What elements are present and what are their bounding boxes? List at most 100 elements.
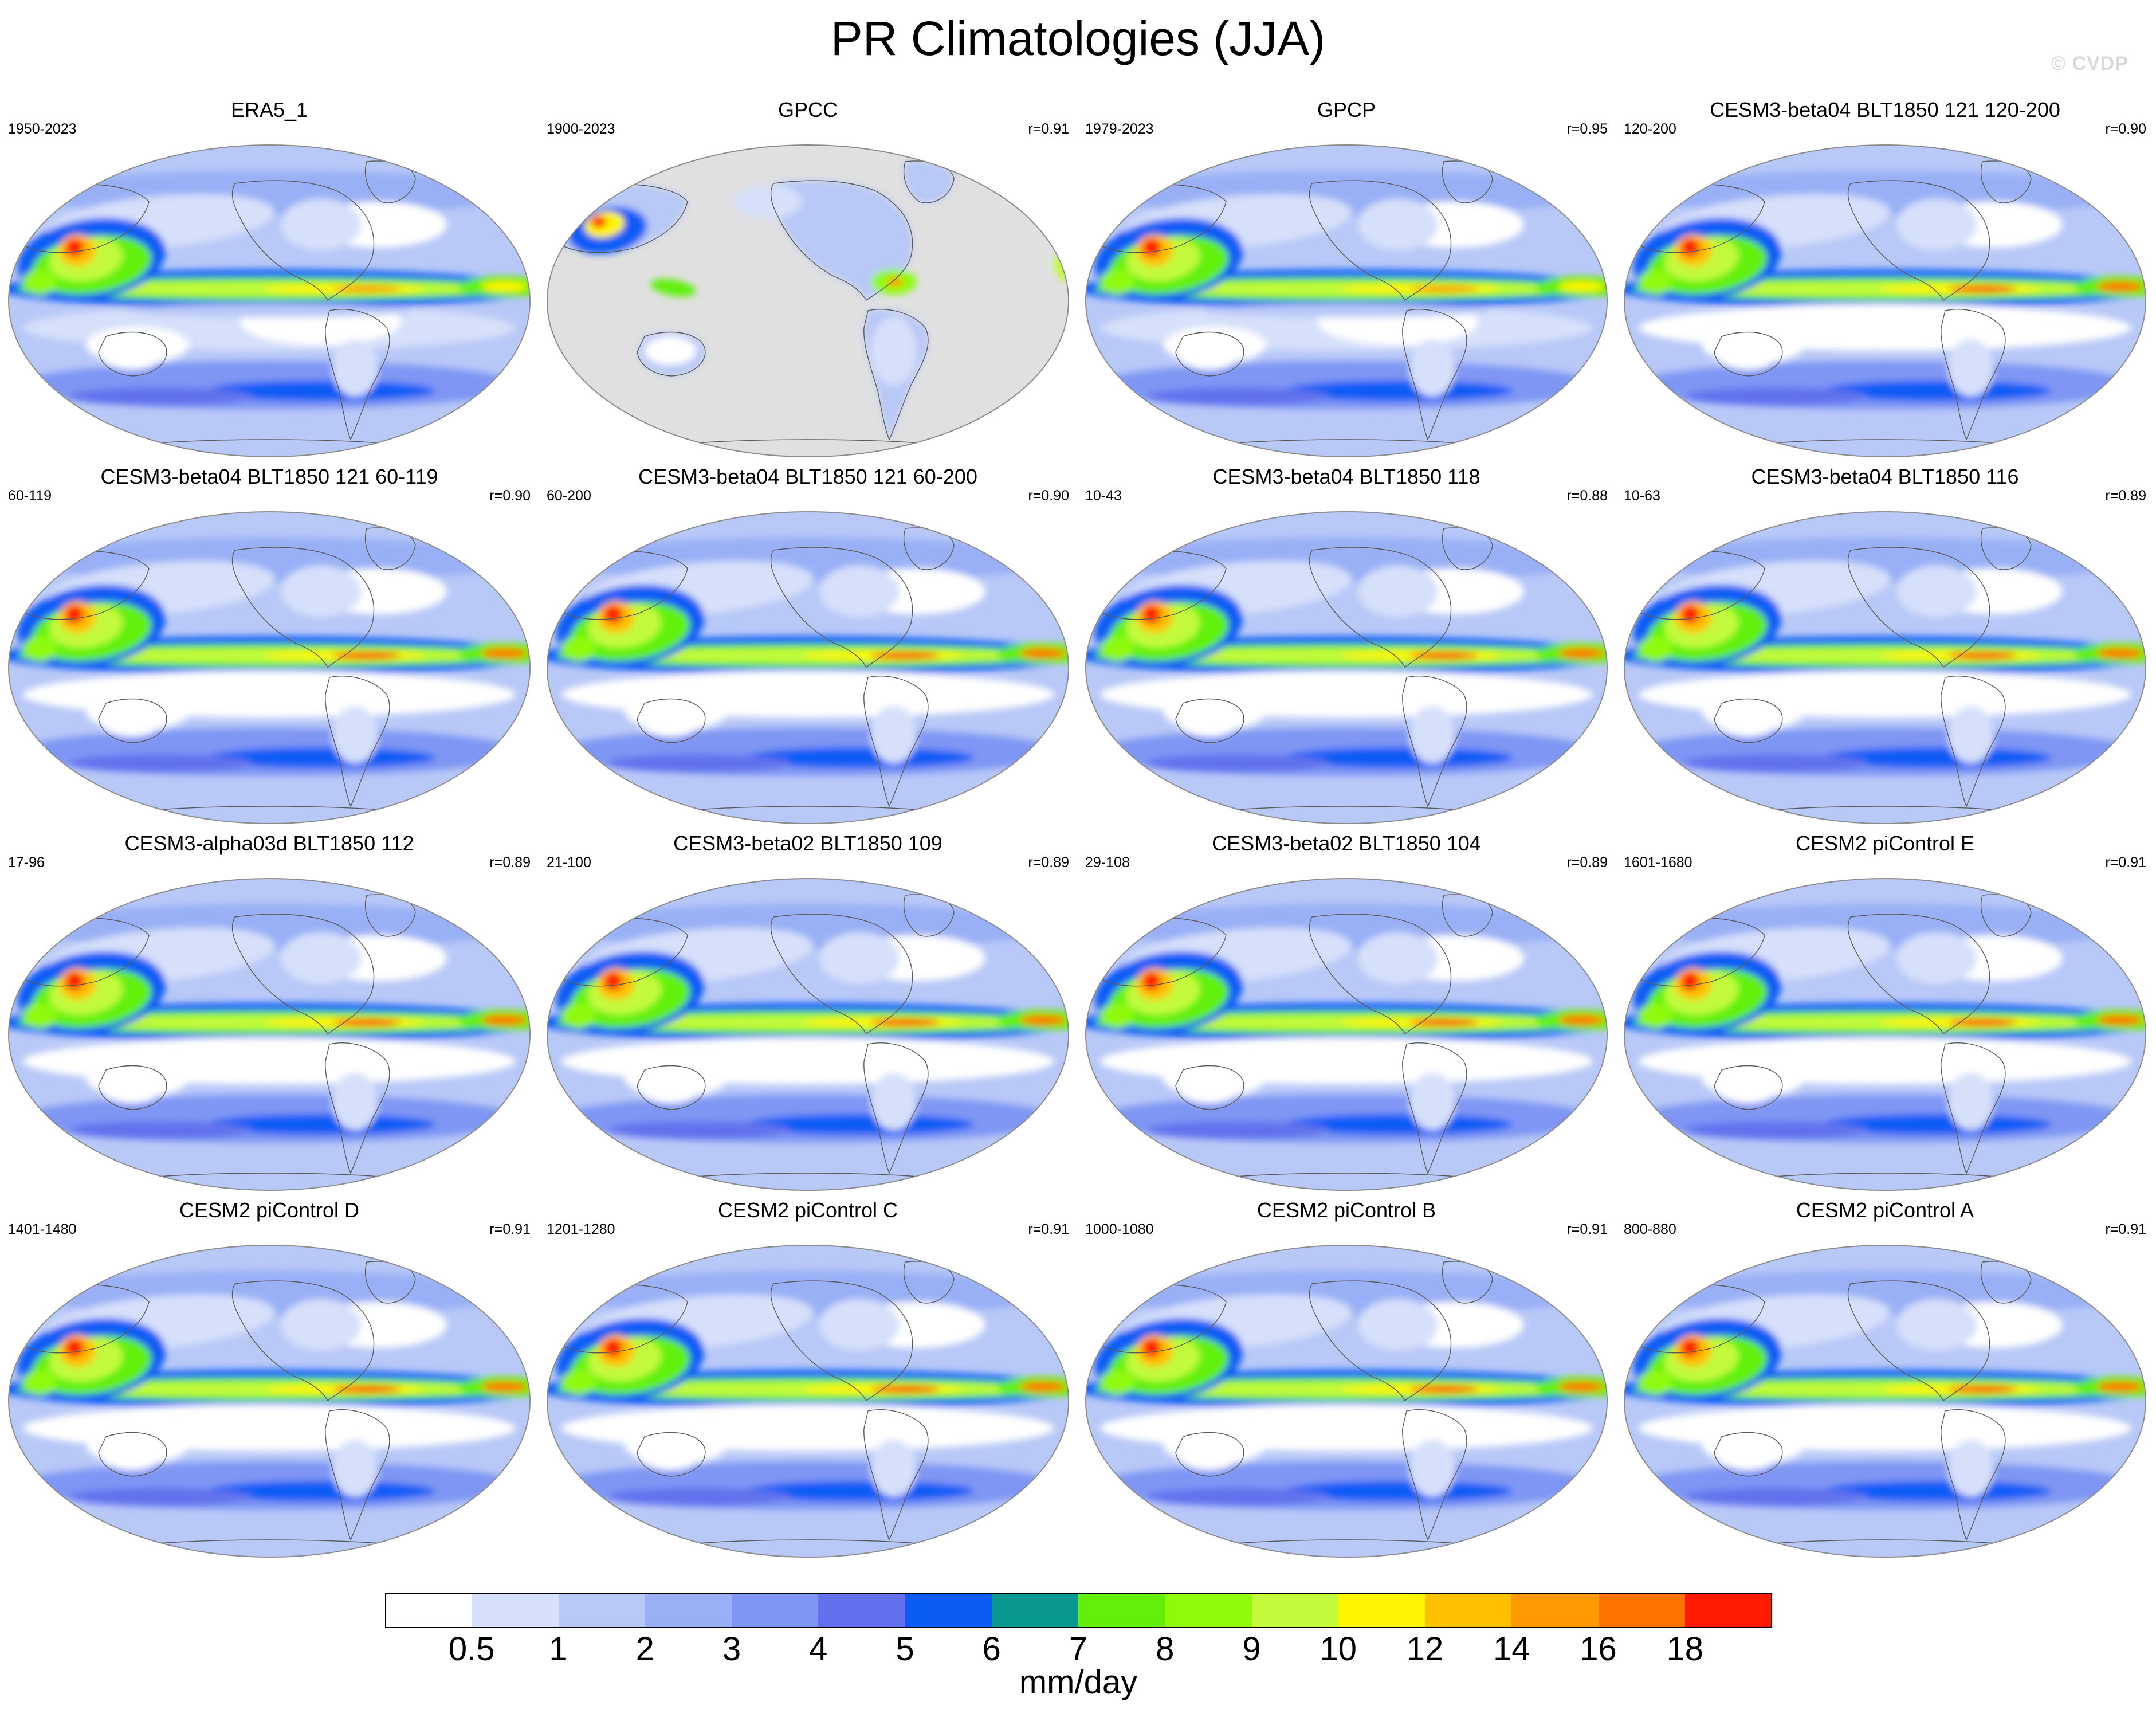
precip-band	[819, 932, 900, 984]
precip-band	[332, 1440, 378, 1497]
precip-band	[1146, 387, 1329, 406]
coastline	[1941, 1042, 2006, 1174]
map-frame	[547, 511, 1069, 824]
precip-band	[1094, 1153, 1599, 1187]
coastline	[770, 547, 913, 668]
precip-band	[871, 1019, 940, 1026]
panel-title: CESM2 piControl B	[1256, 1198, 1436, 1222]
precip-band	[1742, 1404, 2028, 1418]
precip-band	[1409, 1386, 1478, 1393]
precip-band	[17, 1520, 521, 1554]
precip-band	[639, 704, 702, 736]
panel: GPCP 1979-2023 r=0.95	[1077, 97, 1616, 464]
precip-band	[332, 1019, 401, 1026]
colorbar-box	[991, 1593, 1079, 1628]
precip-band	[561, 1003, 596, 1028]
precip-band	[607, 754, 791, 773]
precip-band	[206, 747, 435, 768]
precip-band	[69, 754, 252, 773]
colorbar-tick-label: 8	[1156, 1630, 1175, 1668]
precip-band	[1822, 381, 2051, 401]
colorbar-tick-label: 7	[1069, 1630, 1088, 1668]
precip-map	[1085, 511, 1608, 824]
map-frame	[1085, 511, 1608, 824]
precip-band	[1681, 605, 1699, 624]
precip-band	[1142, 1339, 1161, 1357]
precip-map	[547, 878, 1069, 1191]
precip-band	[1633, 786, 2137, 821]
precip-band	[819, 1299, 900, 1351]
colorbar-frame	[385, 1593, 1772, 1628]
precip-band	[17, 1153, 521, 1187]
panel-years: 1601-1680	[1624, 854, 1692, 871]
coastline	[1175, 331, 1244, 377]
coastline	[325, 675, 390, 807]
precip-band	[332, 706, 378, 763]
panel: ERA5_1 1950-2023	[0, 97, 539, 464]
coastline	[1402, 675, 1467, 807]
precip-band	[1558, 281, 1604, 292]
panel: CESM3-beta04 BLT1850 121 60-119 60-119 r…	[0, 464, 539, 831]
colorbar: 0.5 1 2 3 4 5 6 7 8 9 10 12 14 16 18 mm/day	[385, 1593, 1772, 1701]
colorbar-box	[905, 1593, 992, 1628]
precip-band	[1203, 671, 1490, 684]
panel-years: 17-96	[8, 854, 45, 871]
panel: GPCC 1900-2023 r=0.91	[539, 97, 1077, 464]
precip-band	[1100, 269, 1134, 295]
panel-title: CESM3-beta02 BLT1850 104	[1212, 832, 1481, 855]
precip-band	[332, 652, 401, 659]
coastline	[1714, 1065, 1783, 1110]
panel-title: CESM3-beta04 BLT1850 121 120-200	[1710, 98, 2060, 121]
precip-band	[481, 648, 527, 658]
panel: CESM3-beta04 BLT1850 118 10-43 r=0.88	[1077, 464, 1616, 831]
precip-band	[100, 1071, 163, 1103]
precip-map	[547, 1245, 1069, 1558]
panel-title: CESM2 piControl D	[179, 1198, 360, 1222]
colorbar-tick-label: 6	[982, 1630, 1001, 1668]
colorbar-box	[1165, 1593, 1252, 1628]
precip-map	[1624, 511, 2146, 824]
precip-band	[1948, 285, 2017, 292]
coastline	[325, 1409, 390, 1541]
precip-band	[332, 1386, 401, 1393]
precip-band	[69, 387, 252, 406]
coastline	[1847, 180, 1990, 301]
panel: CESM2 piControl C 1201-1280 r=0.91	[539, 1198, 1077, 1565]
precip-band	[1100, 1003, 1134, 1028]
precip-band	[2097, 648, 2143, 658]
precip-band	[206, 381, 435, 401]
map-frame	[1085, 878, 1608, 1191]
precip-map	[547, 511, 1069, 824]
colorbar-box	[732, 1593, 819, 1628]
panel-years: 21-100	[547, 854, 591, 871]
coastline	[98, 1432, 167, 1477]
panel-correlation: r=0.90	[489, 488, 531, 504]
coastline	[1847, 547, 1990, 668]
coastline	[1309, 914, 1452, 1035]
panel-years: 1979-2023	[1085, 121, 1154, 137]
panel-years: 1950-2023	[8, 121, 77, 137]
panel-years: 1000-1080	[1085, 1221, 1154, 1237]
precip-band	[281, 932, 361, 984]
colorbar-tick-label: 3	[722, 1630, 741, 1668]
precip-band	[1558, 1015, 1604, 1025]
precip-band	[1822, 1481, 2051, 1501]
panel-title: CESM3-beta02 BLT1850 109	[673, 832, 942, 855]
coastline	[325, 308, 390, 441]
precip-band	[1948, 1386, 2017, 1393]
precip-band	[745, 747, 974, 768]
precip-band	[126, 671, 413, 684]
precip-band	[604, 972, 622, 990]
colorbar-tick-label: 1	[549, 1630, 568, 1668]
precip-band	[2097, 1382, 2143, 1392]
precip-band	[745, 1114, 974, 1135]
cvdp-watermark: © CVDP	[2051, 53, 2128, 75]
precip-band	[126, 1037, 413, 1051]
precip-band	[1896, 1299, 1977, 1351]
coastline	[1175, 1432, 1244, 1477]
map-frame	[547, 1245, 1069, 1558]
panel-title: CESM3-beta04 BLT1850 118	[1212, 465, 1480, 488]
precip-band	[1358, 932, 1438, 984]
colorbar-tick-label: 9	[1242, 1630, 1261, 1668]
precip-band	[1020, 648, 1066, 658]
